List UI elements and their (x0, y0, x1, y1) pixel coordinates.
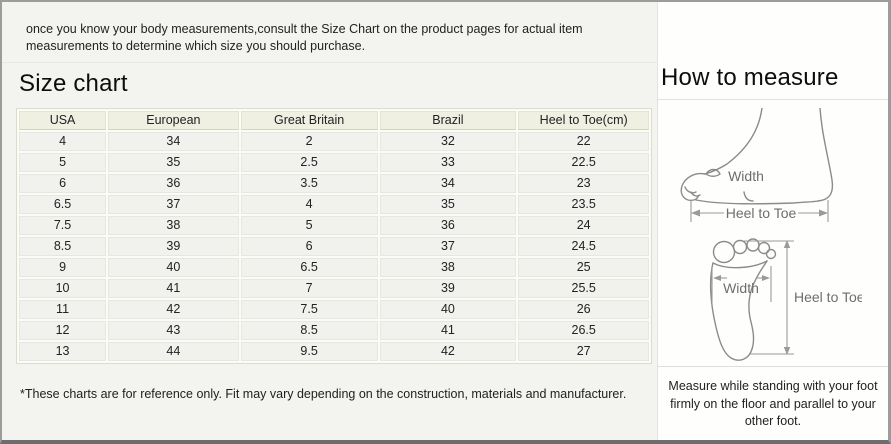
size-cell: 42 (379, 341, 517, 361)
size-cell: 43 (108, 320, 239, 340)
size-cell: 8.5 (19, 236, 107, 256)
size-cell: 38 (108, 215, 239, 235)
size-cell: 34 (379, 173, 517, 193)
table-row: 6 36 3.5 34 23 (19, 173, 649, 193)
table-row: 13 44 9.5 42 27 (19, 341, 649, 361)
intro-text: once you know your body measurements,con… (2, 2, 657, 63)
table-row: 8.5 39 6 37 24.5 (19, 236, 649, 256)
size-cell: 10 (19, 278, 107, 298)
size-cell: 32 (379, 131, 517, 151)
column-header: Brazil (379, 110, 517, 130)
size-cell: 25.5 (518, 278, 649, 298)
size-cell: 2 (240, 131, 378, 151)
size-cell: 22.5 (518, 152, 649, 172)
size-cell: 4 (19, 131, 107, 151)
measuring-instructions: Measure while standing with your foot fi… (658, 366, 888, 440)
table-row: 7.5 38 5 36 24 (19, 215, 649, 235)
size-cell: 36 (108, 173, 239, 193)
size-cell: 44 (108, 341, 239, 361)
size-cell: 35 (108, 152, 239, 172)
reference-footnote: *These charts are for reference only. Fi… (20, 386, 627, 401)
column-header: USA (19, 110, 107, 130)
size-cell: 7.5 (19, 215, 107, 235)
foot-side-view-diagram: Width Heel to Toe (680, 108, 834, 222)
size-cell: 6.5 (240, 257, 378, 277)
size-cell: 9 (19, 257, 107, 277)
size-chart-section: once you know your body measurements,con… (2, 2, 658, 440)
column-header: European (108, 110, 239, 130)
size-cell: 23 (518, 173, 649, 193)
table-row: 9 40 6.5 38 25 (19, 257, 649, 277)
table-row: 10 41 7 39 25.5 (19, 278, 649, 298)
size-cell: 40 (108, 257, 239, 277)
size-cell: 23.5 (518, 194, 649, 214)
column-header: Heel to Toe(cm) (518, 110, 649, 130)
size-cell: 36 (379, 215, 517, 235)
size-cell: 12 (19, 320, 107, 340)
size-cell: 2.5 (240, 152, 378, 172)
size-cell: 35 (379, 194, 517, 214)
table-row: 4 34 2 32 22 (19, 131, 649, 151)
size-cell: 34 (108, 131, 239, 151)
size-cell: 39 (108, 236, 239, 256)
size-cell: 7 (240, 278, 378, 298)
table-header-row: USA European Great Britain Brazil Heel to To… (19, 110, 649, 130)
size-cell: 38 (379, 257, 517, 277)
foot-sole-view-diagram: Width Heel to Toe (709, 238, 862, 361)
size-cell: 24 (518, 215, 649, 235)
size-cell: 27 (518, 341, 649, 361)
size-cell: 24.5 (518, 236, 649, 256)
size-cell: 3.5 (240, 173, 378, 193)
column-header: Great Britain (240, 110, 378, 130)
diagram-area: Width Heel to Toe (658, 100, 888, 366)
size-cell: 5 (240, 215, 378, 235)
side-width-label: Width (728, 168, 764, 184)
size-cell: 39 (379, 278, 517, 298)
table-row: 11 42 7.5 40 26 (19, 299, 649, 319)
size-cell: 25 (518, 257, 649, 277)
sole-length-label: Heel to Toe (794, 289, 862, 305)
size-chart-table: USA European Great Britain Brazil Heel to To… (16, 107, 652, 364)
size-cell: 33 (379, 152, 517, 172)
size-cell: 40 (379, 299, 517, 319)
size-cell: 5 (19, 152, 107, 172)
table-row: 6.5 37 4 35 23.5 (19, 194, 649, 214)
sole-width-label: Width (723, 280, 759, 296)
size-cell: 7.5 (240, 299, 378, 319)
how-to-measure-section: How to measure Width (658, 2, 888, 440)
size-cell: 37 (379, 236, 517, 256)
size-cell: 6 (19, 173, 107, 193)
size-cell: 11 (19, 299, 107, 319)
table-row: 5 35 2.5 33 22.5 (19, 152, 649, 172)
size-cell: 9.5 (240, 341, 378, 361)
size-cell: 41 (379, 320, 517, 340)
how-to-measure-title: How to measure (661, 64, 839, 91)
size-cell: 22 (518, 131, 649, 151)
size-cell: 26 (518, 299, 649, 319)
size-cell: 6 (240, 236, 378, 256)
table-row: 12 43 8.5 41 26.5 (19, 320, 649, 340)
heading-divider (658, 99, 888, 100)
size-chart-title: Size chart (19, 69, 128, 97)
size-cell: 41 (108, 278, 239, 298)
size-cell: 4 (240, 194, 378, 214)
size-cell: 6.5 (19, 194, 107, 214)
size-cell: 26.5 (518, 320, 649, 340)
size-cell: 37 (108, 194, 239, 214)
size-cell: 13 (19, 341, 107, 361)
size-cell: 42 (108, 299, 239, 319)
side-length-label: Heel to Toe (726, 205, 797, 221)
size-cell: 8.5 (240, 320, 378, 340)
